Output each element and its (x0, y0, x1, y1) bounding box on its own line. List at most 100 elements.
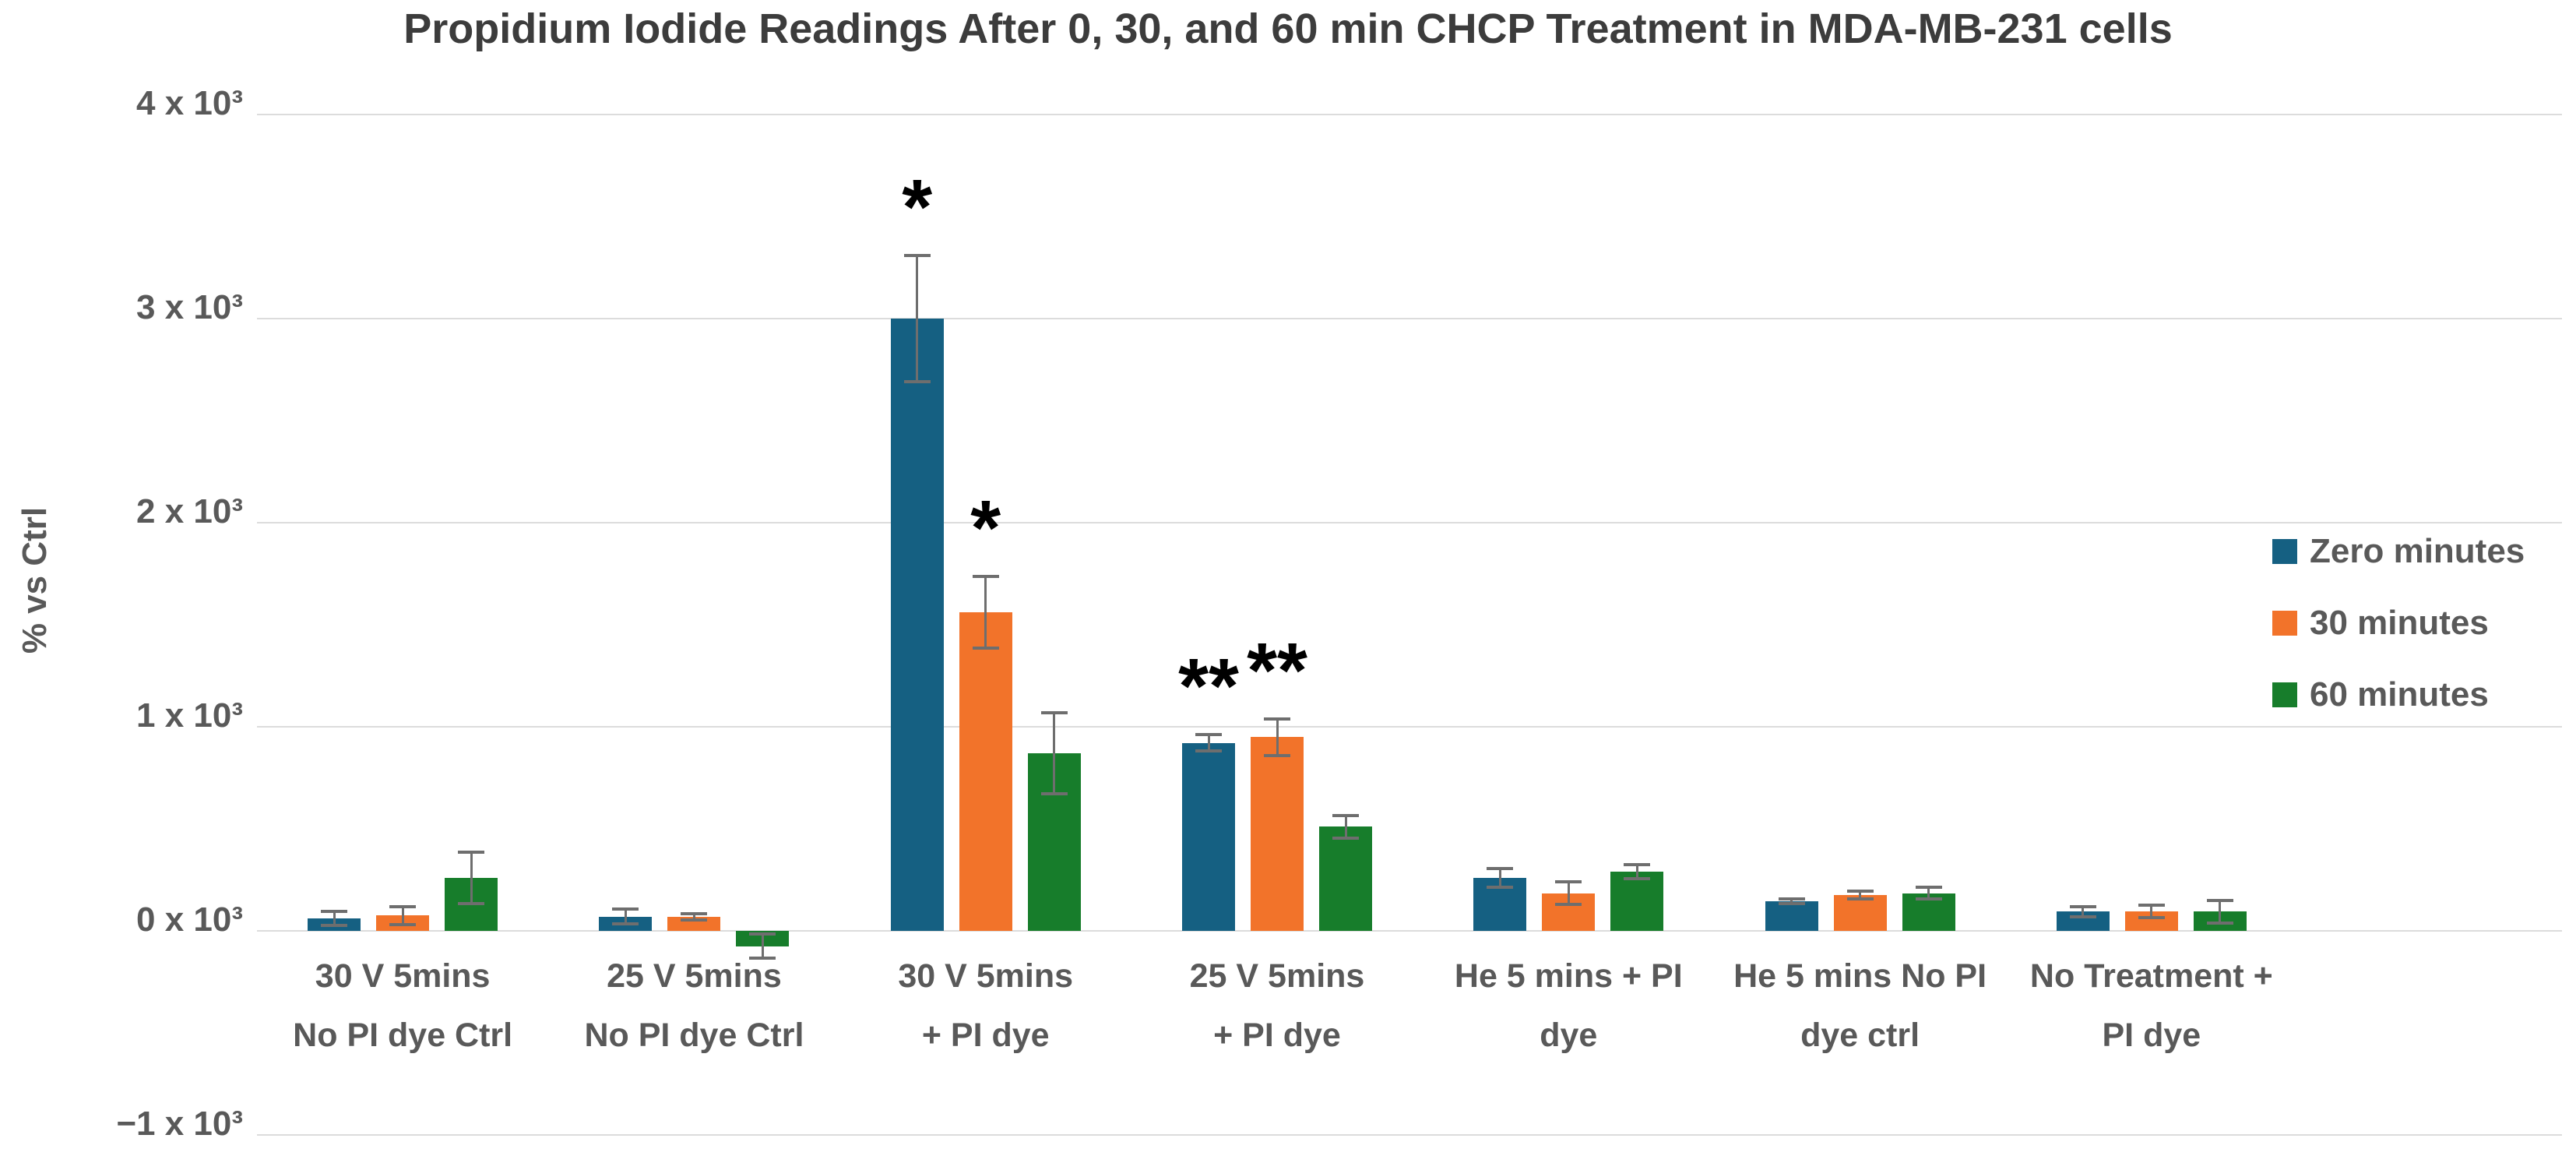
error-bar (2219, 900, 2222, 923)
legend-item: 60 minutes (2272, 671, 2576, 718)
error-bar-cap (903, 380, 931, 384)
error-bar-cap (1555, 902, 1582, 906)
error-bar-cap (2206, 898, 2233, 902)
error-bar (1344, 815, 1347, 838)
y-tick-label: 1 x 10³ (136, 696, 243, 735)
error-bar-cap (1487, 867, 1514, 871)
error-bar (624, 909, 627, 924)
error-bar (692, 913, 695, 920)
error-bar-cap (1195, 749, 1222, 753)
error-bar-cap (1264, 717, 1290, 721)
x-category-label: He 5 mins + PI (1454, 957, 1683, 995)
legend-label: Zero minutes (2310, 532, 2525, 570)
significance-mark: ** (1178, 643, 1239, 731)
error-bar-cap (749, 932, 776, 936)
error-bar (1790, 899, 1793, 904)
error-bar (470, 852, 473, 904)
x-category-label: No Treatment + (2029, 957, 2273, 995)
error-bar (916, 255, 919, 382)
series-color-swatch-icon (2272, 682, 2297, 707)
error-bar-cap (458, 901, 485, 905)
legend-item: 30 minutes (2272, 600, 2576, 647)
error-bar-cap (1487, 885, 1514, 889)
gridline (257, 1134, 2562, 1136)
error-bar-cap (1778, 897, 1805, 901)
error-bar (1635, 864, 1638, 879)
error-bar (1053, 712, 1056, 795)
error-bar-cap (1264, 753, 1290, 757)
gridline (257, 318, 2562, 319)
error-bar-cap (903, 253, 931, 257)
error-bar-cap (1846, 889, 1874, 893)
y-tick-label: −1 x 10³ (116, 1105, 243, 1143)
bar-30-minutes (1251, 737, 1304, 931)
error-bar-cap (1040, 710, 1068, 714)
error-bar (761, 933, 764, 959)
error-bar-cap (321, 924, 348, 928)
gridline (257, 114, 2562, 115)
error-bar-cap (1332, 813, 1359, 817)
error-bar-cap (681, 918, 708, 922)
bar-zero-minutes (1182, 742, 1235, 931)
x-category-label: + PI dye (1213, 1017, 1341, 1054)
error-bar-cap (1624, 877, 1651, 881)
error-bar-cap (1195, 733, 1222, 737)
bar-60-minutes (1319, 826, 1372, 931)
y-axis-title: % vs Ctrl (16, 506, 54, 654)
significance-mark: * (970, 485, 1001, 573)
error-bar (401, 906, 404, 925)
legend: Zero minutes 30 minutes 60 minutes (2272, 528, 2576, 743)
legend-label: 60 minutes (2310, 675, 2489, 714)
error-bar (1276, 718, 1279, 756)
error-bar (1927, 886, 1930, 900)
gridline (257, 930, 2562, 932)
error-bar (2150, 905, 2153, 918)
significance-mark: ** (1247, 626, 1307, 714)
x-category-label: 25 V 5mins (607, 957, 782, 995)
y-tick-label: 3 x 10³ (136, 288, 243, 326)
error-bar-cap (681, 911, 708, 915)
x-category-label: dye ctrl (1800, 1017, 1920, 1054)
error-bar-cap (1555, 880, 1582, 884)
error-bar-cap (1915, 885, 1942, 889)
error-bar-cap (389, 904, 417, 908)
gridline (257, 522, 2562, 523)
error-bar (984, 576, 987, 649)
error-bar-cap (458, 851, 485, 855)
error-bar-cap (1846, 897, 1874, 901)
x-category-label: PI dye (2102, 1017, 2201, 1054)
error-bar (1859, 890, 1862, 900)
legend-item: Zero minutes (2272, 528, 2576, 575)
error-bar-cap (749, 957, 776, 960)
error-bar-cap (972, 575, 999, 579)
significance-mark: * (902, 163, 933, 251)
x-category-label: dye (1540, 1017, 1598, 1054)
x-category-label: 30 V 5mins (315, 957, 491, 995)
x-category-label: + PI dye (921, 1017, 1050, 1054)
error-bar-cap (612, 922, 639, 925)
bar-30-minutes (1833, 895, 1887, 931)
x-category-label: 25 V 5mins (1189, 957, 1365, 995)
error-bar-cap (389, 923, 417, 927)
error-bar-cap (1332, 836, 1359, 840)
error-bar (1498, 869, 1501, 887)
error-bar-cap (1915, 897, 1942, 901)
error-bar-cap (321, 910, 348, 914)
series-color-swatch-icon (2272, 611, 2297, 636)
legend-label: 30 minutes (2310, 604, 2489, 642)
series-color-swatch-icon (2272, 539, 2297, 564)
gridline (257, 726, 2562, 728)
x-category-label: 30 V 5mins (898, 957, 1074, 995)
x-category-label: He 5 mins No PI (1733, 957, 1987, 995)
error-bar-cap (2069, 915, 2096, 918)
y-tick-label: 2 x 10³ (136, 492, 243, 530)
x-category-label: No PI dye Ctrl (584, 1017, 804, 1054)
chart-title: Propidium Iodide Readings After 0, 30, a… (403, 5, 2173, 52)
error-bar-cap (612, 907, 639, 911)
bar-zero-minutes (1765, 901, 1818, 931)
error-bar (333, 911, 336, 926)
error-bar (1567, 882, 1570, 904)
error-bar-cap (2069, 904, 2096, 908)
bar-zero-minutes (890, 319, 944, 931)
error-bar-cap (972, 647, 999, 650)
